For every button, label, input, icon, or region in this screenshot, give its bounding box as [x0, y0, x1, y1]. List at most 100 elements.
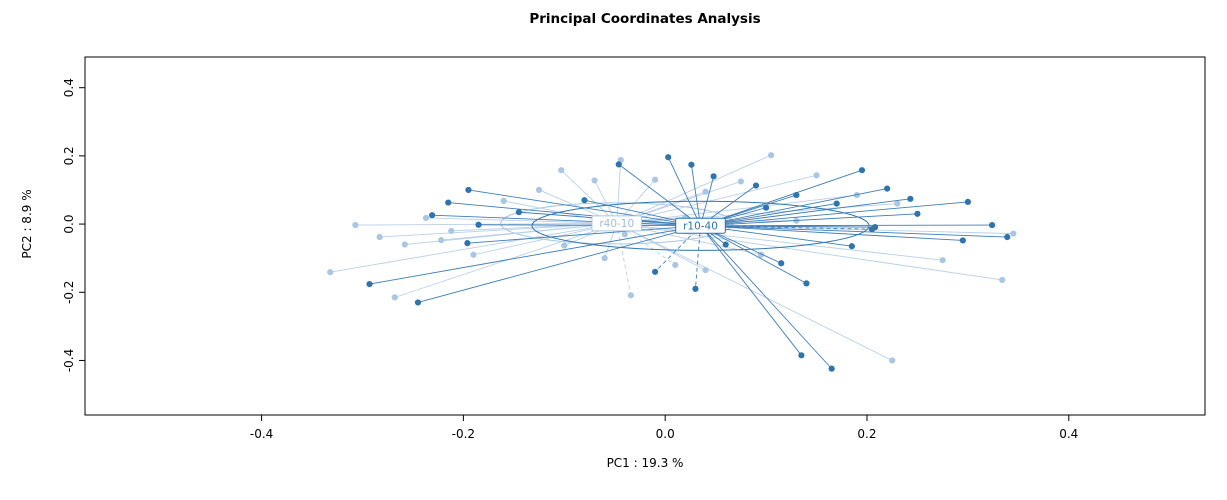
spider-line	[700, 225, 873, 230]
data-point	[959, 237, 966, 244]
y-tick-label: -0.4	[62, 349, 76, 372]
data-point	[500, 197, 507, 204]
data-point	[615, 161, 622, 168]
spider-line	[616, 223, 632, 296]
data-point	[722, 241, 729, 248]
spider-line	[700, 213, 918, 227]
x-tick-label: -0.4	[250, 427, 273, 441]
data-point	[813, 172, 820, 179]
data-point	[702, 188, 709, 195]
spider-line	[467, 225, 701, 244]
data-point	[999, 276, 1006, 284]
data-point	[352, 221, 359, 229]
data-point	[376, 233, 383, 241]
group-label: r40-10	[599, 218, 634, 230]
spider-line	[448, 202, 701, 227]
data-point	[470, 251, 477, 258]
data-point	[688, 161, 695, 168]
data-point	[889, 357, 896, 364]
x-tick-label: -0.2	[452, 427, 475, 441]
spider-line	[417, 225, 701, 303]
data-point	[581, 197, 588, 204]
data-point	[803, 280, 810, 287]
x-tick-label: 0.4	[1059, 427, 1078, 441]
data-point	[848, 243, 855, 250]
data-point	[1010, 230, 1017, 237]
data-point	[621, 231, 628, 238]
spider-line	[618, 164, 701, 227]
data-point	[672, 261, 679, 269]
spider-line	[355, 222, 617, 226]
data-point	[868, 226, 876, 233]
spider-line	[700, 224, 993, 227]
spider-line	[379, 222, 617, 238]
spider-line	[700, 188, 888, 227]
x-tick-label: 0.0	[656, 427, 675, 441]
data-point	[828, 365, 835, 372]
spider-line	[369, 225, 701, 285]
spider-line	[700, 225, 802, 356]
data-point	[651, 268, 659, 275]
data-point	[1004, 233, 1011, 241]
spider-line	[451, 222, 617, 232]
spider-line	[700, 225, 963, 241]
spider-line	[700, 169, 863, 227]
data-point	[768, 152, 775, 159]
chart-title: Principal Coordinates Analysis	[529, 11, 760, 27]
data-point	[798, 352, 805, 359]
spider-line	[667, 157, 701, 226]
data-point	[391, 294, 398, 301]
data-point	[428, 212, 436, 219]
data-point	[438, 236, 445, 244]
spider-line	[616, 222, 893, 361]
data-point	[988, 221, 996, 229]
spider-line	[700, 176, 715, 226]
data-point	[894, 200, 901, 207]
spider-line	[616, 154, 772, 224]
spider-line	[690, 164, 701, 226]
data-point	[752, 182, 760, 189]
data-point	[702, 266, 709, 274]
plot-content: -0.4 -0.2 0.0 0.2 0.4 -0.4 -0.2 0.0 0.2 0.4 r40-10…	[62, 56, 1206, 441]
spider-line	[432, 214, 701, 227]
data-point	[651, 176, 659, 183]
spider-line	[330, 222, 617, 273]
data-point	[591, 177, 598, 184]
data-point	[964, 198, 971, 206]
data-point	[558, 167, 565, 174]
data-point	[401, 241, 408, 248]
data-point	[737, 178, 744, 185]
x-axis-label: PC1 : 19.3 %	[607, 456, 684, 470]
data-point	[535, 186, 543, 194]
group-label: r10-40	[683, 221, 718, 233]
spider-line	[441, 222, 617, 241]
spider-line	[616, 159, 622, 224]
y-axis-label: PC2 : 8.9 %	[20, 189, 34, 258]
data-point	[793, 191, 800, 199]
data-point	[939, 257, 946, 264]
data-point	[710, 173, 717, 180]
y-tick-label: 0.0	[62, 215, 76, 234]
data-point	[833, 200, 840, 207]
data-point	[762, 204, 770, 211]
spider-line	[616, 223, 676, 266]
spider-line	[700, 201, 968, 227]
data-point	[692, 285, 699, 292]
data-point	[914, 210, 921, 217]
data-point	[327, 269, 334, 276]
spider-line	[695, 225, 701, 289]
spider-line	[478, 224, 701, 227]
y-tick-label: -0.2	[62, 281, 76, 304]
spider-line	[700, 225, 1008, 238]
data-point	[414, 299, 422, 306]
group-label-box	[675, 217, 726, 234]
plot-border	[84, 56, 1206, 416]
y-tick-label: 0.2	[62, 146, 76, 165]
spider-line	[616, 174, 817, 224]
y-tick-label: 0.4	[62, 78, 76, 97]
data-point	[601, 255, 608, 262]
data-point	[448, 227, 455, 234]
group-ellipse	[500, 202, 734, 245]
data-point	[907, 195, 914, 202]
